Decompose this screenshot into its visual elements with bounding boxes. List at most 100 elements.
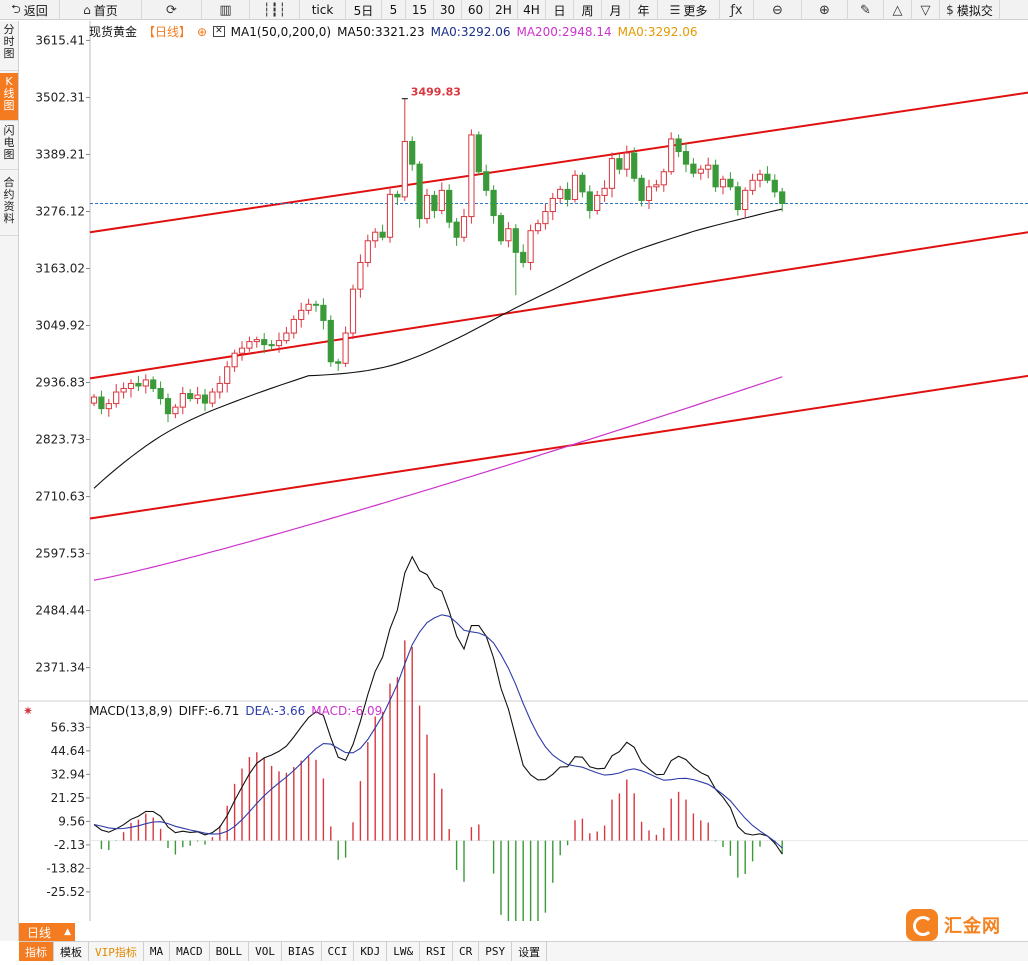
toolbar-year-button[interactable]: 年 <box>630 0 658 20</box>
indicator-tab-3[interactable]: MA <box>144 942 171 961</box>
toolbar-tick-button[interactable]: tick <box>300 0 346 20</box>
candle-body-32 <box>327 319 334 363</box>
macd-name: MACD(13,8,9) <box>89 704 173 718</box>
period-selector[interactable]: 日线 ▲ <box>19 923 75 941</box>
candle-body-65 <box>571 174 579 200</box>
candle-body-56 <box>505 228 512 242</box>
toolbar-home-button[interactable]: ⌂ 首页 <box>60 0 142 20</box>
candle-body-43 <box>409 140 416 165</box>
candle-body-13 <box>187 393 194 400</box>
toolbar-month-label: 月 <box>609 3 622 18</box>
candle-body-11 <box>172 406 179 415</box>
toolbar-5d-button[interactable]: 5日 <box>346 0 382 20</box>
toolbar-m60-button[interactable]: 60 <box>462 0 490 20</box>
toolbar-sim-button[interactable]: $ 模拟交 <box>940 0 1000 20</box>
price-chart-svg[interactable]: 3615.41 3502.31 3389.21 3276.12 3163.02 3049.… <box>19 21 1028 921</box>
side-tab-0[interactable]: 分时图 <box>0 21 18 71</box>
candle-body-30 <box>312 303 320 306</box>
toolbar-home-label: 首页 <box>93 3 118 18</box>
side-tab-2[interactable]: 闪电图 <box>0 122 18 170</box>
candle-body-15 <box>201 394 209 404</box>
candle-body-57 <box>512 228 519 253</box>
toolbar-more-label: 更多 <box>683 3 708 18</box>
chart-area[interactable]: 3615.41 3502.31 3389.21 3276.12 3163.02 3049.… <box>19 21 1028 941</box>
indicator-tab-5[interactable]: BOLL <box>210 942 250 961</box>
peak-label: 3499.83 <box>411 86 461 99</box>
candle-body-80 <box>682 151 690 165</box>
toolbar-h4-button[interactable]: 4H <box>518 0 546 20</box>
indicator-tab-2[interactable]: VIP指标 <box>89 942 144 961</box>
candle-body-55 <box>497 215 505 242</box>
toolbar-back-button[interactable]: ⮌ 返回 <box>0 0 60 20</box>
settings-icon[interactable]: ⊕ <box>197 24 208 39</box>
indicator-tab-4[interactable]: MACD <box>170 942 210 961</box>
indicator-tab-1[interactable]: 模板 <box>54 942 89 961</box>
toolbar-week-button[interactable]: 周 <box>574 0 602 20</box>
candle-body-71 <box>616 158 623 170</box>
toolbar-h2-button[interactable]: 2H <box>490 0 518 20</box>
candle-body-40 <box>386 193 394 238</box>
ma200-line <box>93 376 783 581</box>
triangle-down-icon: ▽ <box>920 2 931 18</box>
toolbar-day-button[interactable]: 日 <box>546 0 574 20</box>
toolbar-draw-button[interactable]: ✎ <box>848 0 884 20</box>
candle-body-62 <box>549 197 556 213</box>
candle-body-42 <box>401 140 408 198</box>
indicator-tab-6[interactable]: VOL <box>249 942 282 961</box>
candle-body-12 <box>179 393 186 408</box>
toolbar-down-button[interactable]: ▽ <box>912 0 940 20</box>
period-label[interactable]: 【日线】 <box>143 25 192 39</box>
price-y-label-1: 3502.31 <box>35 90 85 104</box>
candle-body-72 <box>623 152 630 170</box>
toolbar-fx-button[interactable]: ƒx <box>720 0 754 20</box>
toolbar-up-button[interactable]: △ <box>884 0 912 20</box>
candle-body-41 <box>394 193 401 198</box>
indicator-tab-0[interactable]: 指标 <box>19 942 54 961</box>
zoom-out-icon: ⊖ <box>772 2 783 18</box>
indicator-tab-8[interactable]: CCI <box>322 942 355 961</box>
candle-body-70 <box>608 158 616 189</box>
indicator-tab-9[interactable]: KDJ <box>354 942 388 961</box>
candle-body-83 <box>705 164 712 170</box>
candle-body-69 <box>601 187 608 196</box>
candle-body-81 <box>690 163 697 174</box>
indicator-tab-13[interactable]: PSY <box>479 942 513 961</box>
toolbar-zoomin-button[interactable]: ⊕ <box>802 0 848 20</box>
price-y-label-3: 3276.12 <box>35 204 85 218</box>
toolbar-kline-type-button[interactable]: ▥ <box>202 0 250 20</box>
candle-body-19 <box>231 352 238 368</box>
price-y-label-6: 2936.83 <box>35 376 85 390</box>
toolbar-refresh-button[interactable]: ⟳ <box>142 0 202 20</box>
brand-logo: 汇金网 <box>906 908 1018 942</box>
macd-settings-icon[interactable]: ✷ <box>23 704 34 718</box>
toolbar-more-button[interactable]: ☰ 更多 <box>658 0 720 20</box>
price-y-label-4: 3163.02 <box>35 261 85 275</box>
indicator-tab-11[interactable]: RSI <box>420 942 453 961</box>
dollar-icon: $ <box>946 3 954 17</box>
indicator-tab-12[interactable]: CR <box>453 942 480 961</box>
side-tab-3[interactable]: 合约资料 <box>0 174 18 236</box>
candle-body-7 <box>142 379 149 387</box>
candle-body-23 <box>261 339 268 346</box>
refresh-icon: ⟳ <box>166 2 177 18</box>
macd-dea-line <box>93 614 783 849</box>
indicator-tab-14[interactable]: 设置 <box>512 942 548 961</box>
candle-body-33 <box>335 361 342 364</box>
indicator-tab-10[interactable]: LW& <box>387 942 421 961</box>
macd-y-label-2: 32.94 <box>51 767 85 781</box>
toolbar-m5-button[interactable]: 5 <box>382 0 406 20</box>
toolbar-m30-button[interactable]: 30 <box>434 0 462 20</box>
indicator-tab-7[interactable]: BIAS <box>282 942 322 961</box>
toolbar-month-button[interactable]: 月 <box>602 0 630 20</box>
toolbar-tick-bars-button[interactable]: ┆┇┆ <box>250 0 300 20</box>
candle-body-90 <box>756 173 764 181</box>
indicator-switch-icon[interactable]: ✕ <box>213 26 225 37</box>
toolbar-m15-button[interactable]: 15 <box>406 0 434 20</box>
ma50-line <box>93 208 783 489</box>
toolbar-5d-label: 5日 <box>353 3 374 18</box>
candle-body-67 <box>586 191 593 212</box>
candle-body-78 <box>668 138 675 173</box>
toolbar-zoomout-button[interactable]: ⊖ <box>754 0 802 20</box>
